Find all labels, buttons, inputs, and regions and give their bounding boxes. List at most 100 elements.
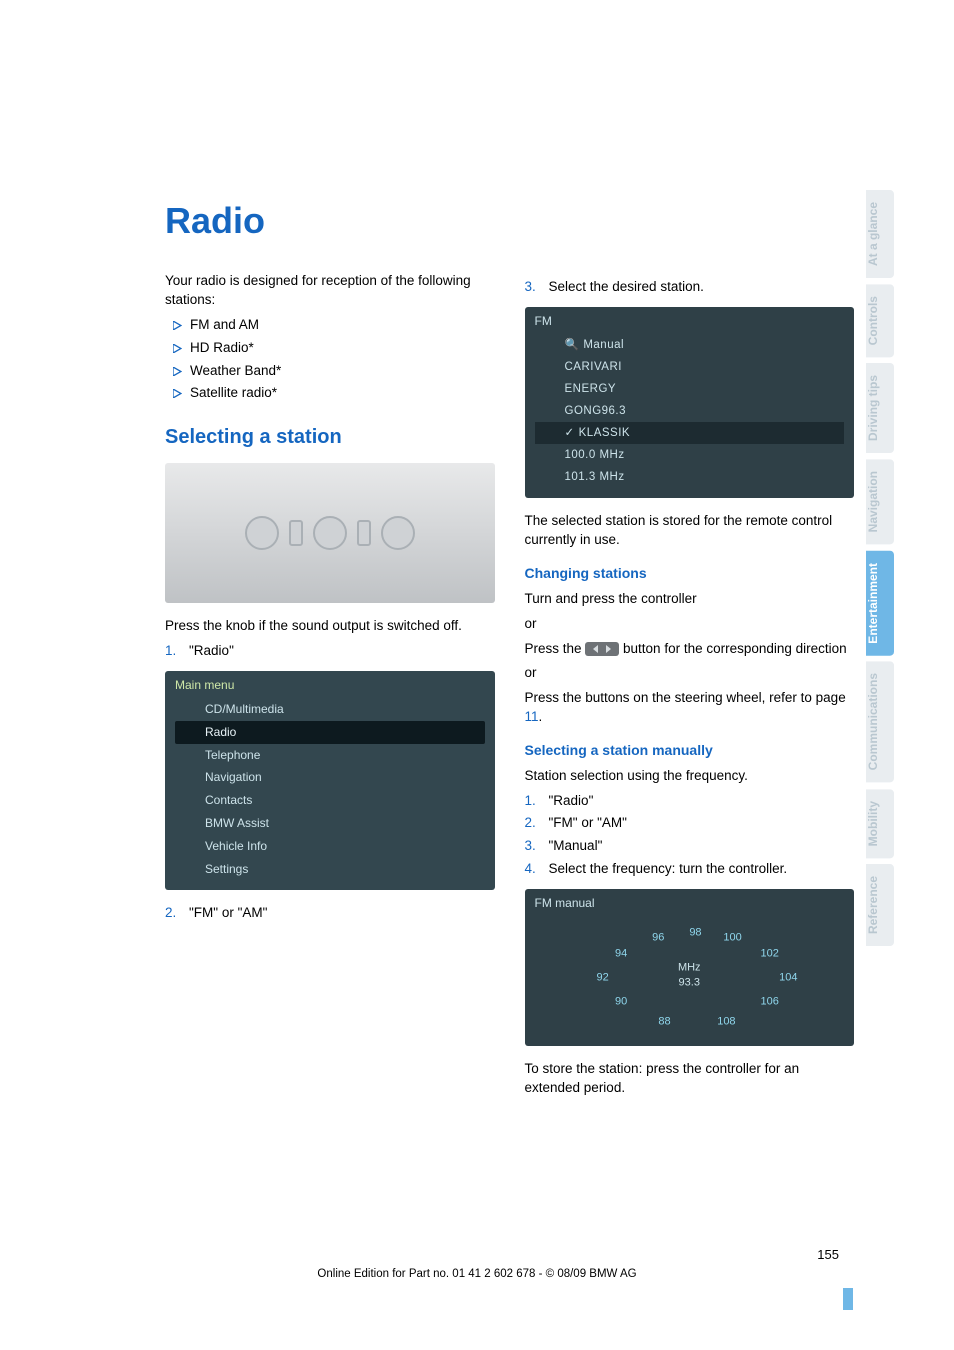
left-steps: 1."Radio" [165,642,495,661]
figure-fm-manual: FM manual MHz 93.3 889092949698100102104… [525,889,855,1046]
side-tab[interactable]: At a glance [866,190,894,278]
dial-value: 93.3 [678,976,701,991]
dial-unit: MHz [678,961,701,976]
step-item: 4. Select the frequency: turn the control… [525,860,855,879]
menu-row: Contacts [175,789,485,812]
step-item: 2. "FM" or "AM" [165,904,495,923]
dial-tick: 94 [615,947,627,962]
section-heading: Selecting a station [165,423,495,451]
triangle-icon [173,344,182,353]
step-item: 3. Select the desired station. [525,278,855,297]
step-item: 2. "FM" or "AM" [525,814,855,833]
dial-tick: 106 [761,995,779,1010]
footer: 155 Online Edition for Part no. 01 41 2 … [0,1268,954,1280]
step-number: 2. [165,904,176,923]
press-knob-text: Press the knob if the sound output is sw… [165,617,495,636]
page-title: Radio [165,200,854,242]
dial-tick: 104 [779,971,797,986]
side-tab[interactable]: Reference [866,864,894,946]
button-icon [357,520,371,546]
knob-icon [313,516,347,550]
menu-row: Navigation [175,766,485,789]
text-frag: Press the [525,641,586,656]
dial-header: FM manual [535,895,845,912]
button-icon [289,520,303,546]
side-tab[interactable]: Communications [866,661,894,782]
side-tab[interactable]: Driving tips [866,363,894,453]
step-label: "Radio" [549,793,594,808]
dial-tick: 90 [615,995,627,1010]
step-number: 1. [525,792,536,811]
step-label: Select the desired station. [549,279,704,294]
step-label: "Manual" [549,838,603,853]
station-list: FM and AM HD Radio* Weather Band* Satell… [165,316,495,404]
step-number: 4. [525,860,536,879]
menu-row: Telephone [175,744,485,767]
text-frag: Press the buttons on the steering wheel,… [525,690,846,705]
dial-tick: 108 [717,1014,735,1029]
dial-tick: 96 [652,930,664,945]
right-column: 3. Select the desired station. FM 🔍Manual… [525,272,855,1104]
list-item-label: HD Radio* [190,340,254,355]
side-tab[interactable]: Mobility [866,789,894,858]
text-frag: button for the corresponding direction [619,641,846,656]
dial-tick: 88 [658,1014,670,1029]
triangle-icon [173,321,182,330]
changing-p3: Press the buttons on the steering wheel,… [525,689,855,727]
step-item: 1."Radio" [165,642,495,661]
intro-text: Your radio is designed for reception of … [165,272,495,310]
changing-p2: Press the button for the corresponding d… [525,640,855,659]
step-item: 1. "Radio" [525,792,855,811]
knob-icon [381,516,415,550]
manual-steps: 1. "Radio" 2. "FM" or "AM" 3."Manual" 4. Se… [525,792,855,880]
sub-heading: Changing stations [525,564,855,584]
menu-header: Main menu [175,677,485,694]
dial-tick: 98 [689,925,701,940]
side-tab[interactable]: Navigation [866,459,894,544]
fm-row: 100.0 MHz [535,444,845,466]
or-text: or [525,664,855,683]
menu-row: Settings [175,858,485,881]
menu-row: Vehicle Info [175,835,485,858]
side-tabs: At a glance Controls Driving tips Navigatio… [866,190,894,946]
triangle-icon [173,389,182,398]
side-tab[interactable]: Entertainment [866,551,894,656]
footer-text: Online Edition for Part no. 01 41 2 602 … [317,1268,636,1280]
page-link[interactable]: 11 [525,709,539,724]
sub-heading: Selecting a station manually [525,741,855,761]
menu-row: BMW Assist [175,812,485,835]
list-item-label: FM and AM [190,317,259,332]
fm-row: 101.3 MHz [535,466,845,488]
step-label: Select the frequency: turn the controlle… [549,861,788,876]
left-steps-2: 2. "FM" or "AM" [165,904,495,923]
side-tab[interactable]: Controls [866,284,894,357]
figure-fm-list: FM 🔍ManualCARIVARIENERGYGONG96.3✓KLASSIK… [525,307,855,498]
step-number: 3. [525,278,536,297]
store-text: To store the station: press the controll… [525,1060,855,1098]
step-label: "FM" or "AM" [549,815,627,830]
left-column: Your radio is designed for reception of … [165,272,495,1104]
list-item: FM and AM [173,316,495,335]
menu-row: CD/Multimedia [175,698,485,721]
dial-center: MHz 93.3 [678,961,701,992]
fm-row: GONG96.3 [535,400,845,422]
list-item-label: Satellite radio* [190,385,277,400]
step-number: 2. [525,814,536,833]
step-label: "FM" or "AM" [189,905,267,920]
fm-header: FM [535,313,845,330]
step-item: 3."Manual" [525,837,855,856]
stored-text: The selected station is stored for the r… [525,512,855,550]
list-item: HD Radio* [173,339,495,358]
right-step3: 3. Select the desired station. [525,278,855,297]
step-label: "Radio" [189,643,234,658]
menu-row: Radio [175,721,485,744]
dial-tick: 100 [723,930,741,945]
fm-row: CARIVARI [535,356,845,378]
footer-bar-icon [843,1288,853,1310]
list-item-label: Weather Band* [190,363,281,378]
figure-main-menu: Main menu CD/MultimediaRadioTelephoneNav… [165,671,495,890]
dial-tick: 102 [761,947,779,962]
list-item: Satellite radio* [173,384,495,403]
fm-row: ENERGY [535,378,845,400]
triangle-icon [173,367,182,376]
